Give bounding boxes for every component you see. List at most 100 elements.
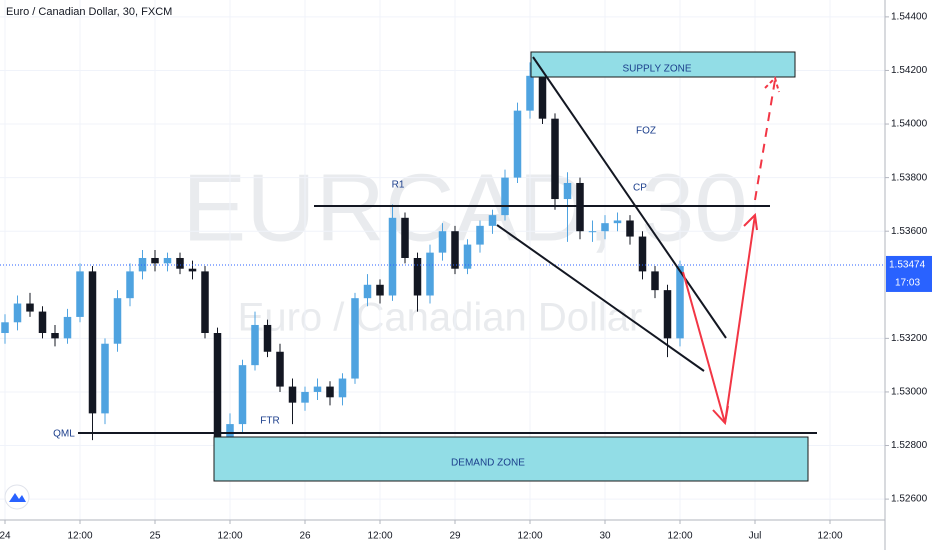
candle-body: [263, 324, 272, 352]
candle-body: [576, 182, 584, 232]
candle-body: [326, 386, 334, 398]
candle-body: [601, 223, 609, 232]
candle-body: [626, 220, 634, 237]
candle-body: [551, 118, 559, 200]
x-tick-label: 29: [449, 531, 461, 542]
candle-body: [351, 298, 359, 379]
x-tick-label: 12:00: [67, 531, 92, 542]
candle-body: [113, 298, 122, 344]
candle-body: [413, 257, 422, 296]
x-tick-label: 25: [149, 531, 161, 542]
candle-body: [513, 110, 522, 178]
wedge-upper: [532, 56, 727, 339]
candle-body: [538, 75, 547, 119]
drawings: SUPPLY ZONE DEMAND ZONE FOZ CP R1 FTR QM…: [53, 51, 817, 482]
candle-body: [251, 324, 259, 366]
candle-body: [563, 182, 572, 200]
candle-body: [88, 271, 97, 414]
watermark-subtitle: Euro / Canadian Dollar: [238, 296, 643, 340]
candle-body: [276, 351, 284, 387]
last-price-box: [886, 255, 932, 292]
x-tick-label: 12:00: [667, 531, 692, 542]
candle-body: [651, 271, 659, 291]
y-tick-label: 1.53000: [891, 387, 928, 398]
candle-body: [38, 311, 47, 334]
candle-body: [476, 225, 484, 245]
candle-body: [163, 257, 172, 264]
demand-zone: [213, 436, 809, 482]
y-tick-label: 1.54200: [891, 65, 928, 76]
logo-icon: [9, 493, 26, 502]
y-tick-label: 1.53600: [891, 226, 928, 237]
wedge-lower: [496, 224, 705, 372]
candle-body: [176, 257, 184, 269]
candle-body: [526, 75, 534, 111]
candle-body: [101, 343, 109, 414]
annotation: QML: [53, 429, 75, 440]
candle-body: [26, 303, 34, 312]
candle-body: [63, 316, 72, 339]
candle-body: [613, 220, 622, 224]
x-tick-label: 12:00: [217, 531, 242, 542]
candle-body: [138, 257, 147, 272]
arrow-head: [764, 76, 780, 93]
y-tick-label: 1.53200: [891, 333, 928, 344]
candle-body: [1, 322, 9, 334]
candle-body: [676, 266, 684, 339]
candle-body: [13, 303, 22, 323]
annotation: SUPPLY ZONE: [622, 64, 691, 75]
annotation: R1: [392, 180, 405, 191]
candle-body: [401, 217, 409, 258]
annotation: FTR: [260, 416, 279, 427]
candle-body: [388, 217, 397, 296]
countdown: 17:03: [895, 278, 920, 289]
candle-body: [213, 333, 222, 459]
candle-body: [301, 391, 309, 403]
candle-body: [463, 244, 472, 269]
x-tick-label: Jul: [749, 531, 762, 542]
annotation: DEMAND ZONE: [451, 458, 525, 469]
candle-body: [588, 231, 597, 233]
x-tick-label: 26: [299, 531, 311, 542]
candle-body: [638, 236, 647, 272]
arrow-head: [712, 405, 729, 426]
candle-body: [76, 271, 84, 317]
time-axis: [0, 520, 885, 550]
annotation: FOZ: [636, 126, 656, 137]
candle-body: [126, 271, 134, 299]
candle-body: [51, 333, 59, 339]
candle-body: [501, 177, 509, 216]
candle-body: [426, 252, 434, 296]
candle-body: [151, 257, 159, 264]
x-tick-label: 12:00: [367, 531, 392, 542]
candle-body: [288, 386, 297, 403]
watermark: EURCAD, 30: [182, 154, 748, 261]
y-tick-label: 1.52800: [891, 440, 928, 451]
x-tick-label: 24: [0, 531, 11, 542]
candle-body: [663, 290, 672, 339]
candle-body: [201, 271, 209, 334]
x-tick-label: 12:00: [517, 531, 542, 542]
arrow-head: [743, 212, 758, 231]
dashed-arrow: [754, 79, 776, 201]
candle-body: [451, 231, 459, 269]
candle-body: [488, 215, 497, 226]
chart-title: Euro / Canadian Dollar, 30, FXCM: [6, 6, 172, 18]
last-price-label: 1.53474: [889, 260, 926, 271]
candle-body: [313, 386, 322, 392]
x-tick-label: 12:00: [817, 531, 842, 542]
candle-body: [363, 284, 372, 299]
x-tick-label: 30: [599, 531, 611, 542]
candle-body: [188, 268, 197, 272]
annotation: CP: [633, 183, 647, 194]
candle-body: [438, 231, 447, 253]
candle-body: [376, 284, 384, 296]
y-tick-label: 1.52600: [891, 494, 928, 505]
candle-body: [338, 378, 347, 398]
y-tick-label: 1.54400: [891, 12, 928, 23]
y-tick-label: 1.54000: [891, 119, 928, 130]
y-tick-label: 1.53800: [891, 172, 928, 183]
supply-zone: [530, 51, 796, 78]
candle-body: [238, 365, 247, 425]
